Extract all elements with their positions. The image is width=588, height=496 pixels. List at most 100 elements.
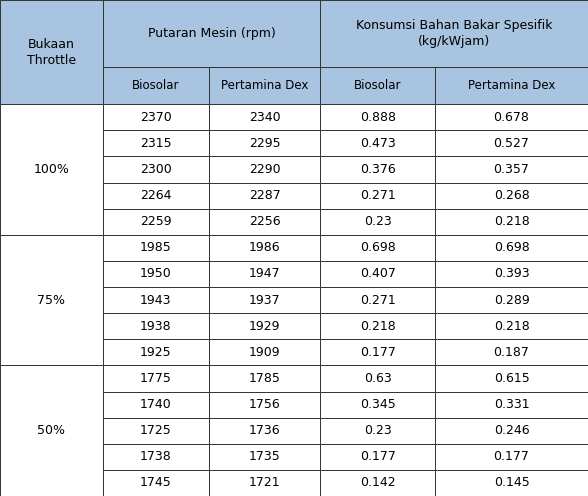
Bar (209, 444, 320, 470)
Text: Biosolar: Biosolar (354, 79, 402, 92)
Bar (320, 104, 435, 130)
Text: 1736: 1736 (249, 424, 280, 437)
Text: 0.218: 0.218 (494, 320, 529, 333)
Bar (435, 313, 588, 339)
Bar (320, 391, 435, 418)
Bar (320, 470, 435, 496)
Text: 2290: 2290 (249, 163, 280, 176)
Text: 1909: 1909 (249, 346, 280, 359)
Bar (209, 67, 320, 104)
Text: 2315: 2315 (140, 137, 172, 150)
Text: Pertamina Dex: Pertamina Dex (468, 79, 555, 92)
Bar (103, 0, 320, 67)
Bar (320, 313, 435, 339)
Text: 0.345: 0.345 (360, 398, 396, 411)
Bar (209, 366, 320, 391)
Text: 0.145: 0.145 (494, 477, 529, 490)
Bar (103, 339, 209, 366)
Bar (320, 339, 435, 366)
Text: 1950: 1950 (140, 267, 172, 280)
Text: 0.698: 0.698 (360, 242, 396, 254)
Text: 1721: 1721 (249, 477, 280, 490)
Text: 2370: 2370 (140, 111, 172, 124)
Bar (209, 209, 320, 235)
Text: 2295: 2295 (249, 137, 280, 150)
Text: 0.187: 0.187 (493, 346, 530, 359)
Bar (103, 313, 209, 339)
Text: 1986: 1986 (249, 242, 280, 254)
Bar (435, 130, 588, 156)
Text: 0.177: 0.177 (493, 450, 530, 463)
Bar (0, 104, 103, 235)
Text: 0.393: 0.393 (494, 267, 529, 280)
Bar (103, 235, 209, 261)
Bar (209, 339, 320, 366)
Text: 2340: 2340 (249, 111, 280, 124)
Text: 0.698: 0.698 (494, 242, 529, 254)
Bar (209, 287, 320, 313)
Bar (103, 470, 209, 496)
Text: 2259: 2259 (140, 215, 172, 228)
Bar (435, 104, 588, 130)
Text: 1738: 1738 (140, 450, 172, 463)
Bar (320, 235, 435, 261)
Text: 100%: 100% (34, 163, 69, 176)
Bar (320, 183, 435, 209)
Bar (435, 67, 588, 104)
Text: 1938: 1938 (140, 320, 172, 333)
Text: 2264: 2264 (140, 189, 172, 202)
Bar (103, 366, 209, 391)
Bar (320, 444, 435, 470)
Bar (0, 235, 103, 366)
Text: 0.268: 0.268 (494, 189, 529, 202)
Bar (320, 366, 435, 391)
Text: 1740: 1740 (140, 398, 172, 411)
Text: 2287: 2287 (249, 189, 280, 202)
Bar (103, 261, 209, 287)
Text: Putaran Mesin (rpm): Putaran Mesin (rpm) (148, 27, 276, 40)
Bar (103, 67, 209, 104)
Text: 75%: 75% (38, 294, 65, 307)
Bar (209, 156, 320, 183)
Bar (209, 130, 320, 156)
Bar (103, 209, 209, 235)
Text: 0.218: 0.218 (494, 215, 529, 228)
Text: 1756: 1756 (249, 398, 280, 411)
Bar (103, 183, 209, 209)
Text: 1943: 1943 (140, 294, 172, 307)
Bar (435, 183, 588, 209)
Bar (103, 418, 209, 444)
Bar (103, 391, 209, 418)
Bar (320, 156, 435, 183)
Text: Biosolar: Biosolar (132, 79, 179, 92)
Text: Bukaan
Throttle: Bukaan Throttle (27, 38, 76, 66)
Bar (103, 287, 209, 313)
Bar (320, 261, 435, 287)
Bar (103, 444, 209, 470)
Bar (103, 130, 209, 156)
Bar (435, 261, 588, 287)
Text: 1785: 1785 (249, 372, 280, 385)
Bar (320, 287, 435, 313)
Bar (0, 366, 103, 496)
Bar (320, 209, 435, 235)
Bar (0, 0, 103, 104)
Text: 0.473: 0.473 (360, 137, 396, 150)
Bar (209, 470, 320, 496)
Bar (435, 339, 588, 366)
Text: 0.23: 0.23 (364, 424, 392, 437)
Text: 1745: 1745 (140, 477, 172, 490)
Text: 50%: 50% (38, 424, 65, 437)
Text: 1725: 1725 (140, 424, 172, 437)
Bar (435, 444, 588, 470)
Text: 0.527: 0.527 (493, 137, 530, 150)
Text: 0.177: 0.177 (360, 450, 396, 463)
Bar (209, 235, 320, 261)
Bar (435, 209, 588, 235)
Bar (209, 391, 320, 418)
Text: 0.271: 0.271 (360, 189, 396, 202)
Bar (435, 235, 588, 261)
Text: 0.289: 0.289 (494, 294, 529, 307)
Text: Konsumsi Bahan Bakar Spesifik
(kg/kWjam): Konsumsi Bahan Bakar Spesifik (kg/kWjam) (356, 19, 553, 48)
Text: 2256: 2256 (249, 215, 280, 228)
